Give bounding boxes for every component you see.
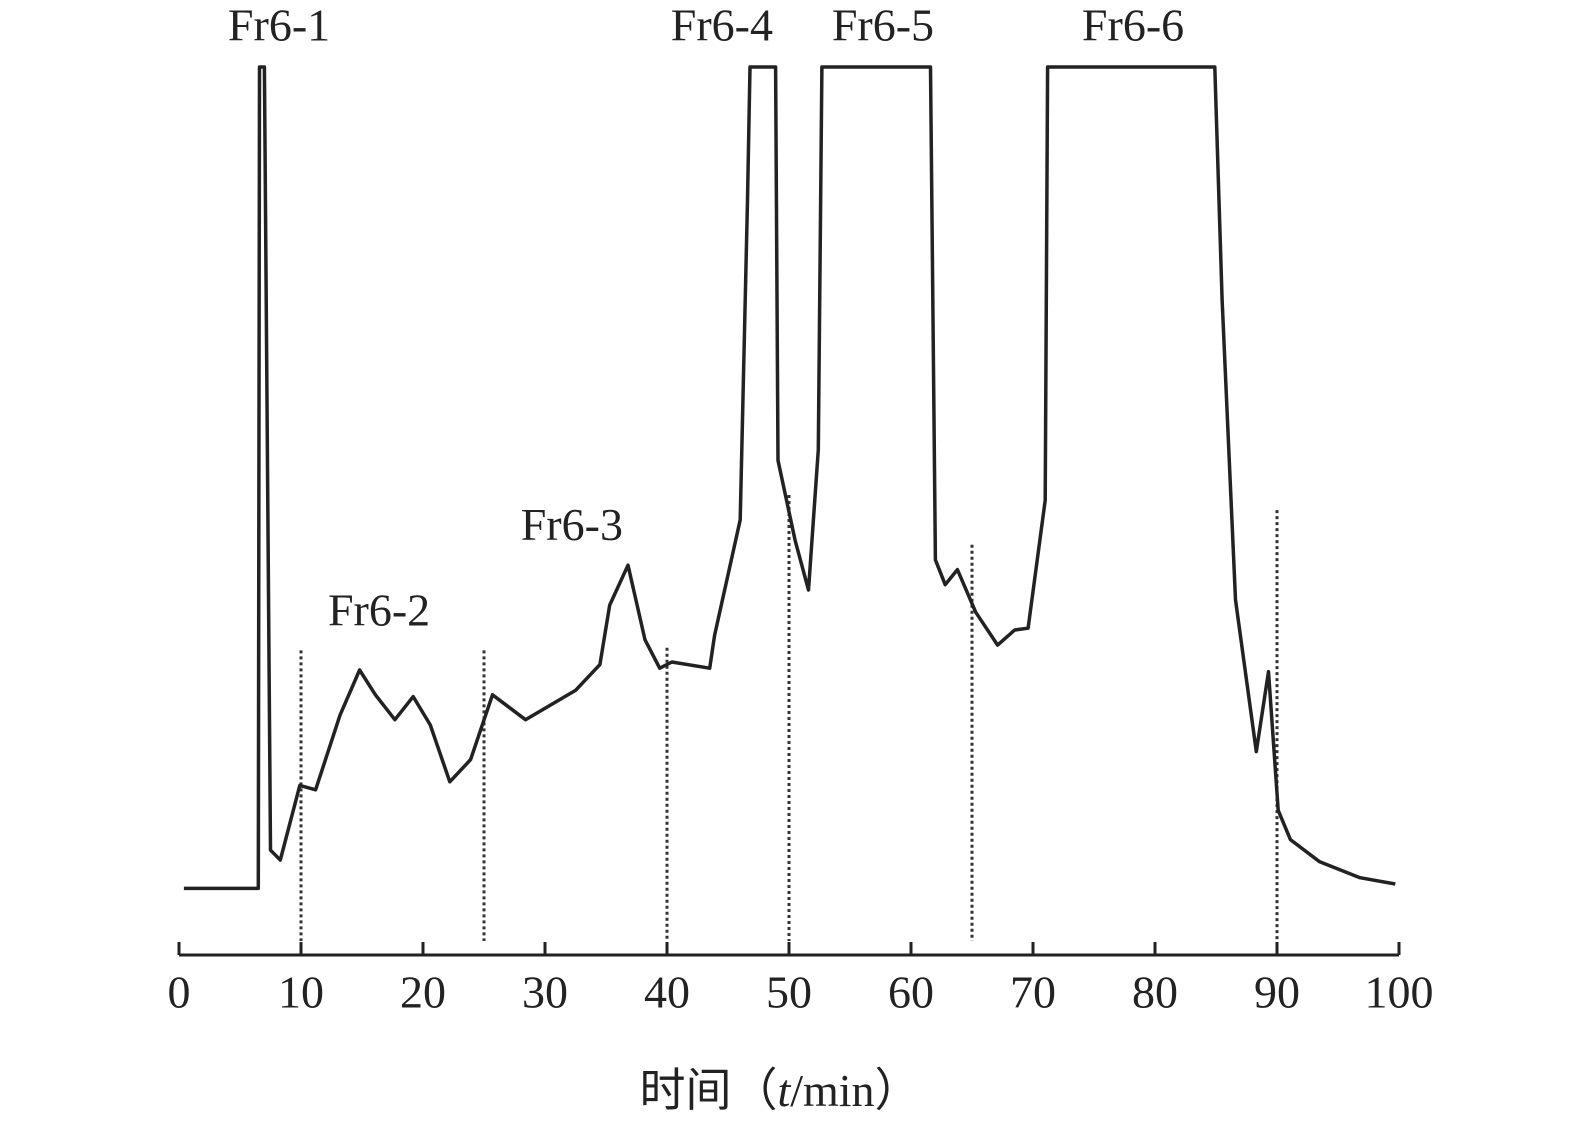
peak-label: Fr6-3 (521, 499, 623, 550)
x-tick-label: 80 (1132, 967, 1178, 1018)
x-label-suffix: /min） (790, 1065, 920, 1116)
x-label-italic: t (777, 1065, 791, 1116)
x-tick-label: 50 (766, 967, 812, 1018)
x-tick-label: 20 (400, 967, 446, 1018)
x-tick-label: 30 (522, 967, 568, 1018)
peak-label: Fr6-6 (1082, 0, 1184, 50)
x-axis-label: 时间（t/min） (639, 1065, 920, 1116)
peak-label: Fr6-2 (328, 584, 430, 635)
x-tick-label: 40 (644, 967, 690, 1018)
peak-label: Fr6-1 (228, 0, 330, 50)
peak-label: Fr6-4 (671, 0, 773, 50)
x-tick-label: 70 (1010, 967, 1056, 1018)
x-tick-label: 10 (278, 967, 324, 1018)
x-tick-label: 100 (1365, 967, 1434, 1018)
peak-label: Fr6-5 (832, 0, 934, 50)
x-label-prefix: 时间（ (639, 1065, 777, 1116)
x-tick-label: 90 (1254, 967, 1300, 1018)
trace (183, 65, 1396, 891)
x-tick-label: 0 (168, 967, 191, 1018)
x-tick-label: 60 (888, 967, 934, 1018)
